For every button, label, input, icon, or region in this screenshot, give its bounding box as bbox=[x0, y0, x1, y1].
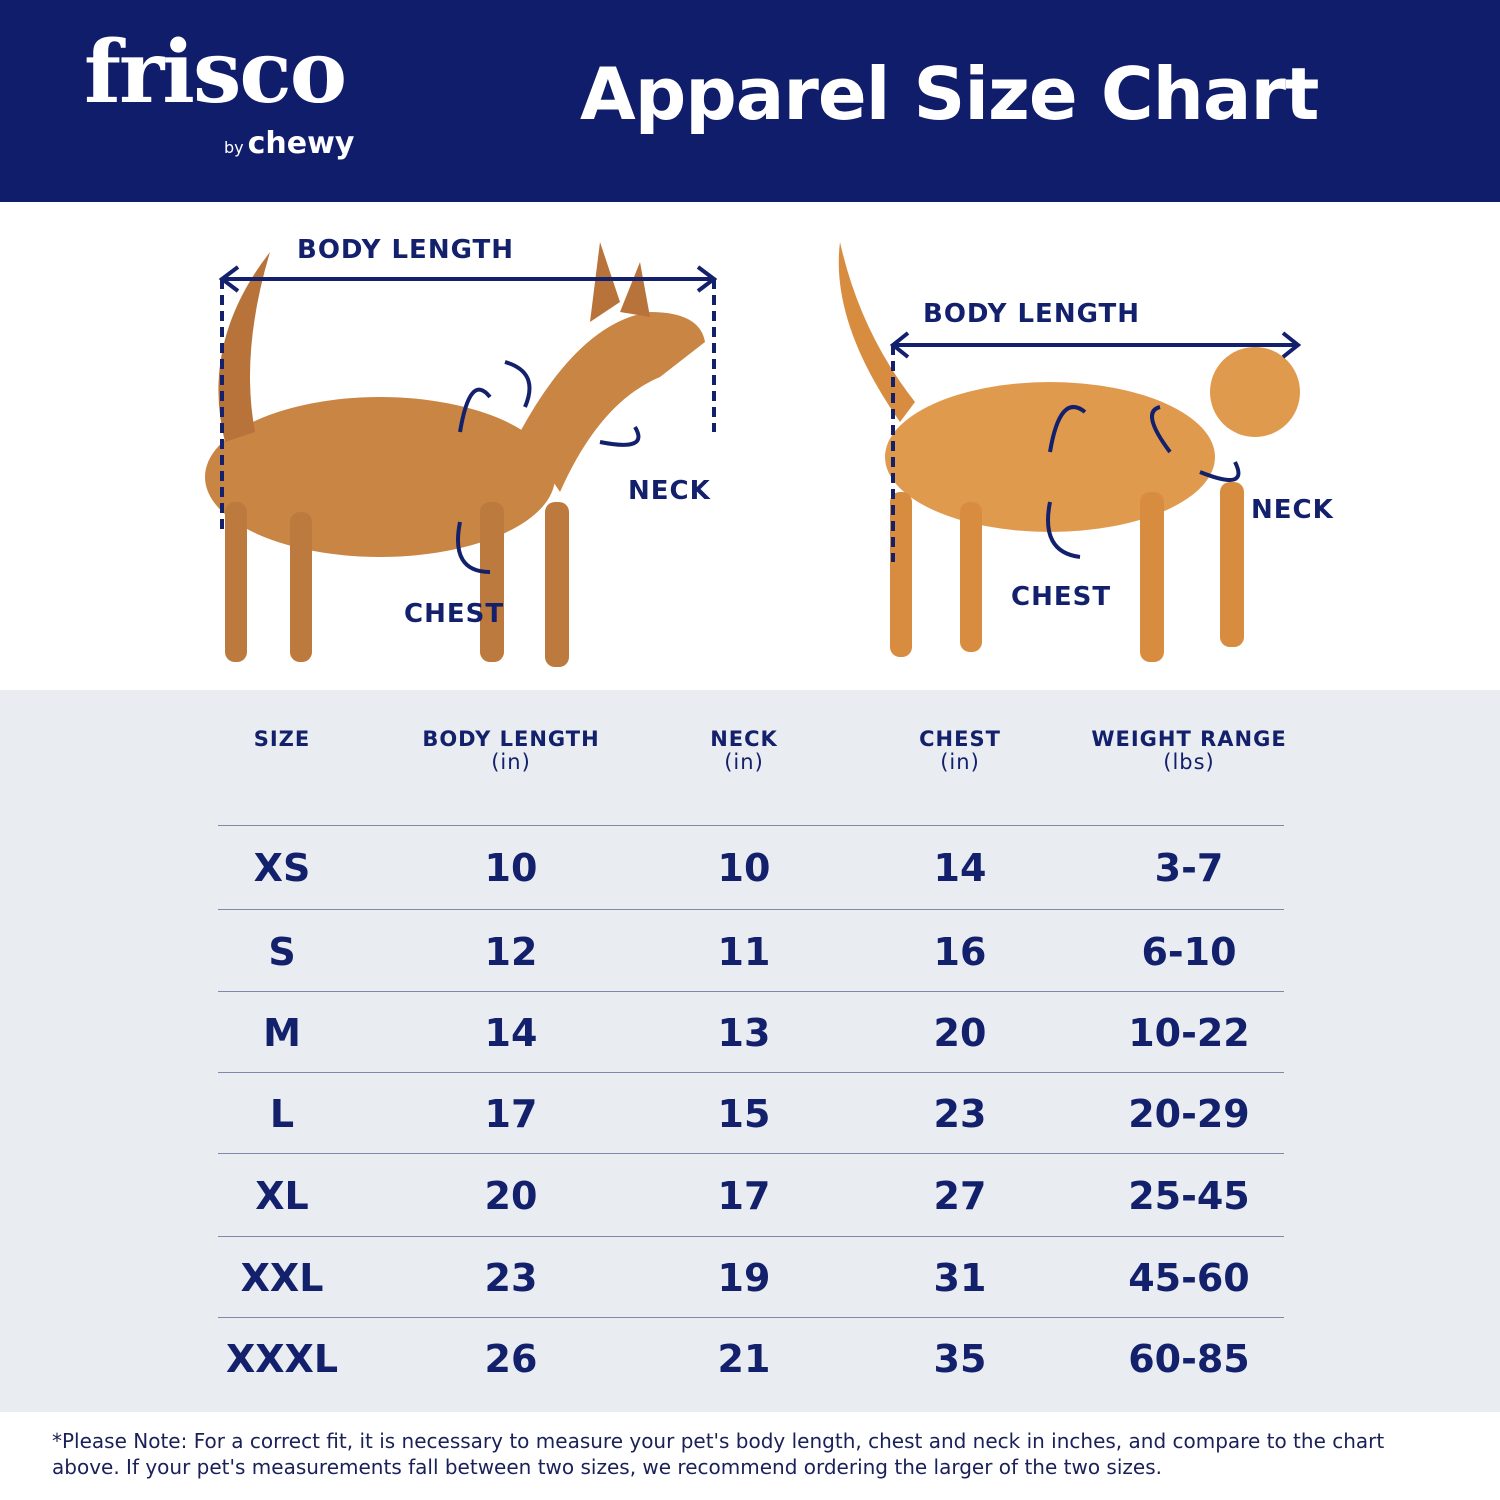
header-banner: frisco by chewy Apparel Size Chart bbox=[0, 0, 1500, 202]
cell-chest: 31 bbox=[933, 1256, 987, 1300]
cell-weight-range: 60-85 bbox=[1128, 1337, 1250, 1381]
cat-neck-label: NECK bbox=[1251, 495, 1334, 525]
cell-body-length: 10 bbox=[484, 846, 538, 890]
row-divider bbox=[218, 1236, 1284, 1237]
cell-body-length: 26 bbox=[484, 1337, 538, 1381]
cell-chest: 27 bbox=[933, 1174, 987, 1218]
cell-size: XL bbox=[255, 1174, 309, 1218]
cell-size: XXL bbox=[240, 1256, 324, 1300]
cell-neck: 11 bbox=[717, 930, 771, 974]
cell-size: XXXL bbox=[225, 1337, 339, 1381]
cell-size: XS bbox=[253, 846, 311, 890]
measurement-arrows bbox=[218, 265, 1302, 574]
cell-size: L bbox=[269, 1092, 295, 1136]
row-divider bbox=[218, 825, 1284, 826]
row-divider bbox=[218, 991, 1284, 992]
cell-body-length: 20 bbox=[484, 1174, 538, 1218]
pet-illustrations bbox=[205, 242, 1302, 667]
cell-neck: 15 bbox=[717, 1092, 771, 1136]
measurement-illustration: BODY LENGTH NECK CHEST BODY LENGTH NECK … bbox=[0, 202, 1500, 692]
cell-neck: 13 bbox=[717, 1011, 771, 1055]
cell-size: S bbox=[268, 930, 296, 974]
row-divider bbox=[218, 1317, 1284, 1318]
cell-weight-range: 6-10 bbox=[1141, 930, 1237, 974]
dog-chest-label: CHEST bbox=[404, 599, 505, 629]
row-divider bbox=[218, 1072, 1284, 1073]
cell-body-length: 17 bbox=[484, 1092, 538, 1136]
cat-chest-label: CHEST bbox=[1011, 582, 1112, 612]
cell-body-length: 14 bbox=[484, 1011, 538, 1055]
row-divider bbox=[218, 1153, 1284, 1154]
dog-neck-label: NECK bbox=[628, 476, 711, 506]
cell-neck: 21 bbox=[717, 1337, 771, 1381]
cell-weight-range: 20-29 bbox=[1128, 1092, 1250, 1136]
column-header-body-length: BODY LENGTH (in) bbox=[422, 727, 600, 774]
cat-image bbox=[838, 242, 1300, 662]
footnote: *Please Note: For a correct fit, it is n… bbox=[52, 1429, 1385, 1479]
cell-weight-range: 45-60 bbox=[1128, 1256, 1250, 1300]
page-title: Apparel Size Chart bbox=[580, 52, 1319, 136]
cell-body-length: 23 bbox=[484, 1256, 538, 1300]
column-header-neck: NECK (in) bbox=[710, 727, 778, 774]
cell-weight-range: 25-45 bbox=[1128, 1174, 1250, 1218]
cell-neck: 10 bbox=[717, 846, 771, 890]
column-header-chest: CHEST (in) bbox=[919, 727, 1001, 774]
cell-weight-range: 10-22 bbox=[1128, 1011, 1250, 1055]
cell-chest: 14 bbox=[933, 846, 987, 890]
cell-neck: 19 bbox=[717, 1256, 771, 1300]
frisco-logo: frisco by chewy bbox=[84, 22, 355, 162]
row-divider bbox=[218, 909, 1284, 910]
size-table: SIZE BODY LENGTH (in) NECK (in) CHEST (in) WEIG… bbox=[0, 690, 1500, 1412]
cat-body-length-label: BODY LENGTH bbox=[923, 299, 1140, 329]
dog-body-length-label: BODY LENGTH bbox=[297, 235, 514, 265]
cell-size: M bbox=[263, 1011, 301, 1055]
dog-image bbox=[205, 242, 705, 667]
cell-weight-range: 3-7 bbox=[1154, 846, 1224, 890]
cell-neck: 17 bbox=[717, 1174, 771, 1218]
column-header-weight-range: WEIGHT RANGE (lbs) bbox=[1091, 727, 1287, 774]
column-header-size: SIZE bbox=[253, 727, 311, 751]
cell-chest: 35 bbox=[933, 1337, 987, 1381]
cell-chest: 16 bbox=[933, 930, 987, 974]
cell-chest: 20 bbox=[933, 1011, 987, 1055]
cell-chest: 23 bbox=[933, 1092, 987, 1136]
cell-body-length: 12 bbox=[484, 930, 538, 974]
